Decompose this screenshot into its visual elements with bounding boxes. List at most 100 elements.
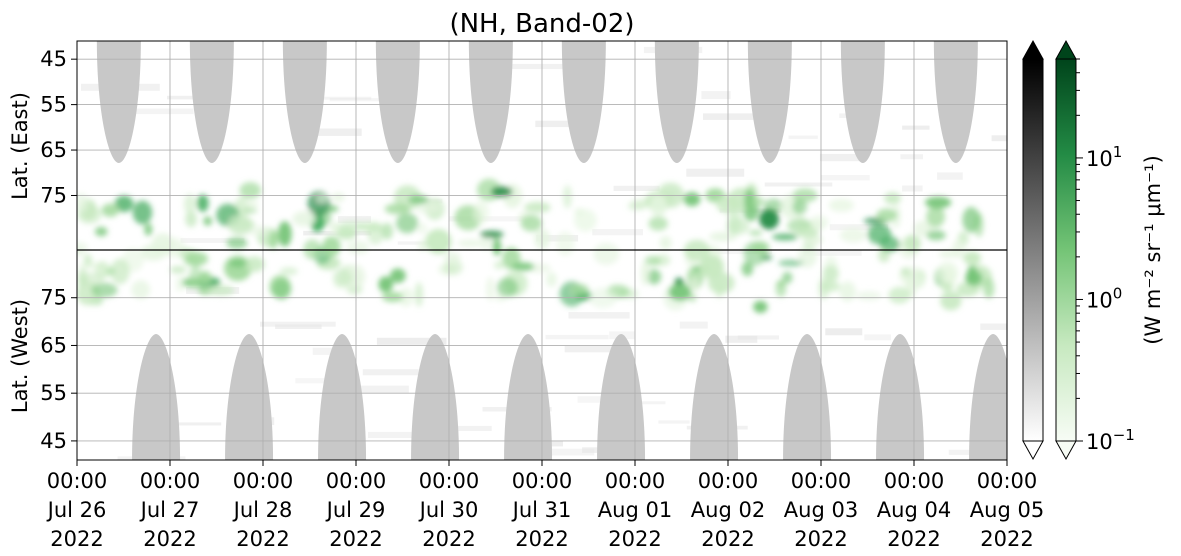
- heatmap-cell: [260, 321, 336, 327]
- aurora-cell: [876, 208, 898, 222]
- y-tick-label-east: 75: [40, 183, 67, 207]
- aurora-cell: [494, 261, 505, 270]
- aurora-cell: [884, 192, 901, 205]
- aurora-cell: [239, 182, 262, 199]
- night-mask-west: [318, 334, 367, 460]
- aurora-cell: [952, 239, 966, 259]
- aurora-cell: [277, 221, 292, 247]
- aurora-cell: [415, 201, 441, 214]
- aurora-cell: [727, 209, 742, 235]
- aurora-cell: [316, 194, 328, 203]
- heatmap-layer: [77, 41, 1007, 460]
- aurora-cell: [646, 269, 662, 285]
- aurora-cell: [900, 267, 910, 276]
- aurora-cell: [170, 265, 187, 274]
- aurora-cell: [229, 258, 247, 268]
- colorbar-gray: [1022, 39, 1044, 461]
- night-mask-east: [375, 41, 420, 163]
- x-tick-label-time: 00:00: [47, 469, 108, 493]
- aurora-cell: [396, 212, 419, 234]
- y-tick-label-east: 45: [40, 47, 67, 71]
- aurora-cell: [322, 236, 341, 257]
- aurora-cell: [184, 251, 209, 266]
- aurora-cell: [690, 277, 699, 293]
- aurora-cell: [491, 186, 513, 198]
- heatmap-cell: [311, 96, 372, 100]
- aurora-cell: [271, 278, 292, 300]
- colorbar-label: (W m⁻² sr⁻¹ μm⁻¹): [1141, 155, 1165, 345]
- night-mask-west: [411, 334, 460, 460]
- aurora-cell: [189, 265, 202, 289]
- aurora-cell: [77, 247, 85, 257]
- aurora-cell: [269, 230, 278, 249]
- heatmap-cell: [902, 125, 930, 130]
- aurora-cell: [904, 234, 921, 252]
- x-tick-label-date: Jul 30: [418, 498, 479, 522]
- aurora-cell: [480, 234, 492, 251]
- heatmap-cell: [295, 378, 340, 384]
- heatmap-cell: [937, 172, 963, 180]
- heatmap-cell: [376, 337, 447, 345]
- heatmap-cell: [825, 328, 863, 336]
- x-tick-label-date: Jul 26: [46, 498, 107, 522]
- aurora-cell: [144, 223, 153, 236]
- aurora-cell: [333, 269, 352, 287]
- aurora-cell: [378, 276, 394, 293]
- aurora-cell: [114, 195, 134, 213]
- x-tick-label-year: 2022: [422, 527, 475, 551]
- heatmap-cell: [345, 385, 409, 394]
- aurora-cell: [203, 216, 213, 226]
- heatmap-cell: [362, 369, 419, 376]
- night-mask-west: [597, 334, 646, 460]
- x-tick-label-time: 00:00: [698, 469, 759, 493]
- aurora-cell: [555, 231, 575, 256]
- aurora-cell: [796, 227, 819, 238]
- aurora-cell: [91, 282, 118, 298]
- aurora-cell: [798, 244, 817, 268]
- night-mask-east: [468, 41, 513, 163]
- aurora-cell: [962, 206, 980, 233]
- y-axis-label-west: Lat. (West): [8, 299, 32, 413]
- aurora-cell: [520, 214, 543, 232]
- plot-area: [76, 40, 1008, 461]
- aurora-cell: [408, 195, 429, 205]
- colorbar-green-max-extension: [1055, 39, 1077, 60]
- aurora-cell: [627, 202, 647, 211]
- aurora-cell: [751, 197, 765, 206]
- heatmap-cell: [821, 175, 870, 181]
- night-mask-east: [96, 41, 141, 163]
- aurora-cell: [749, 229, 763, 237]
- x-tick-label-time: 00:00: [605, 469, 666, 493]
- x-tick-label-year: 2022: [701, 527, 754, 551]
- aurora-cell: [772, 233, 798, 241]
- aurora-cell: [228, 214, 253, 235]
- heatmap-cell: [546, 448, 595, 456]
- aurora-cell: [279, 267, 298, 276]
- x-tick-label-year: 2022: [329, 527, 382, 551]
- aurora-cell: [709, 232, 737, 242]
- aurora-cell: [820, 281, 841, 292]
- chart-title: (NH, Band-02): [449, 9, 634, 39]
- heatmap-cell: [697, 248, 772, 255]
- heatmap-cell: [545, 334, 609, 340]
- y-axis-label-east: Lat. (East): [8, 92, 32, 200]
- heatmap-cell: [819, 153, 860, 162]
- heatmap-cell: [725, 335, 758, 343]
- heatmap-cell: [167, 95, 195, 100]
- heatmap-cell: [900, 154, 923, 160]
- aurora-cell: [909, 274, 924, 289]
- heatmap-cell: [864, 334, 891, 341]
- colorbar-tick-label: 10−1: [1086, 426, 1135, 454]
- aurora-cell: [683, 239, 711, 262]
- y-tick-label-west: 65: [40, 333, 67, 357]
- aurora-cell: [444, 252, 461, 264]
- aurora-cell: [307, 191, 331, 217]
- aurora-cell: [809, 215, 829, 230]
- grid-lines: [77, 41, 1007, 460]
- aurora-cell: [570, 284, 589, 296]
- aurora-cell: [226, 237, 248, 250]
- heatmap-cell: [613, 185, 660, 191]
- x-tick-label-date: Aug 05: [970, 498, 1044, 522]
- x-tick-label-year: 2022: [50, 527, 103, 551]
- heatmap-cell: [788, 135, 818, 139]
